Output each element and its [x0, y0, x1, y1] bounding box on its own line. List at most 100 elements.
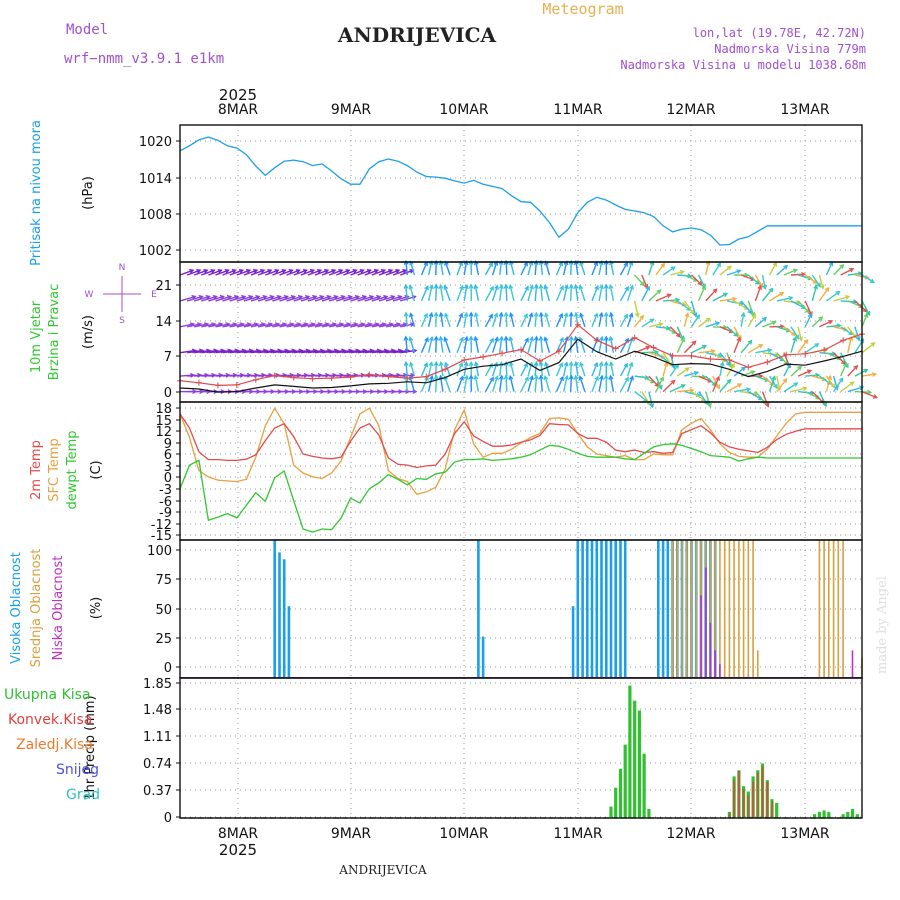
wind-arrow — [833, 352, 846, 365]
wind-arrow — [456, 337, 464, 353]
wind-arrow-head — [670, 266, 676, 271]
wind-arrow-head — [670, 379, 676, 385]
total-precip-bar — [623, 744, 627, 818]
total-precip-bar — [846, 811, 850, 818]
mid-cloud-bar — [837, 540, 840, 678]
wind-arrow-head — [730, 363, 735, 369]
wind-arrow — [544, 337, 551, 353]
wind-arrow-head — [772, 261, 777, 267]
wind-arrow-head — [438, 311, 444, 317]
wind-arrow — [409, 376, 416, 392]
wind-arrow-head — [488, 261, 493, 267]
high-cloud-bar — [600, 540, 603, 678]
wind-arrow — [405, 284, 408, 301]
wind-arrow — [648, 375, 659, 387]
wind-arrow — [520, 363, 528, 377]
wind-arrow-head — [302, 269, 308, 274]
wind-arrow — [456, 362, 463, 377]
wind-arrow — [378, 295, 395, 302]
wind-arrow — [598, 375, 603, 392]
wind-arrow-head — [203, 269, 209, 274]
wind-arrow — [509, 337, 515, 353]
wind-gust-mark — [518, 346, 524, 353]
wind-arrow — [540, 260, 543, 276]
wind-arrow-head — [463, 259, 469, 266]
wind-arrow — [662, 326, 677, 334]
compass-rose: N W E S — [85, 263, 158, 326]
wind-arrow-head — [603, 259, 609, 265]
wind-arrow — [610, 362, 615, 377]
wind-arrow-head — [771, 320, 777, 326]
wind-arrow-head — [594, 284, 599, 290]
wind-arrow — [579, 337, 586, 353]
ytick-p4-3: 0.74 — [143, 757, 172, 772]
wind-arrow — [847, 337, 853, 353]
wind-arrow — [505, 336, 508, 353]
wind-arrow-head — [473, 335, 479, 341]
wind-arrow-head — [438, 360, 444, 367]
wind-arrow — [626, 362, 633, 377]
wind-arrow — [776, 296, 793, 302]
legend-hail: Grad — [66, 787, 100, 803]
wind-arrow — [712, 376, 720, 392]
wind-arrow — [505, 375, 508, 392]
wind-arrow-head — [473, 311, 479, 318]
wind-arrow-head — [217, 269, 223, 274]
wind-arrow — [534, 336, 538, 353]
convective-precip-bar — [728, 814, 731, 818]
wind-arrow — [562, 362, 568, 377]
wind-arrow — [840, 326, 853, 336]
wind-arrow-head — [623, 362, 628, 368]
wind-arrow — [768, 376, 776, 392]
wind-gust-mark — [536, 358, 543, 364]
wind-arrow-head — [509, 311, 514, 318]
wind-arrow — [307, 269, 322, 276]
wind-arrow — [610, 261, 615, 276]
wind-arrow — [591, 261, 598, 276]
wind-arrow — [579, 313, 586, 328]
wind-arrow — [626, 261, 633, 276]
ytick-p3-3: 25 — [155, 632, 172, 647]
wind-arrow — [575, 362, 579, 377]
ytick-p4-1: 1.48 — [143, 703, 172, 718]
wind-arrow-head — [429, 374, 434, 381]
wind-arrow — [420, 362, 428, 377]
wind-arrow-head — [599, 335, 604, 341]
wind-arrow — [626, 376, 634, 392]
mid-cloud-bar — [742, 540, 745, 678]
wind-arrow-head — [792, 336, 797, 342]
ytick-p4-0: 1.85 — [143, 677, 172, 692]
wind-arrow-head — [559, 285, 564, 291]
wind-arrow — [861, 300, 871, 316]
wind-arrow — [790, 387, 807, 393]
wind-arrow — [286, 323, 301, 328]
wind-arrow-head — [807, 313, 813, 319]
wind-arrow-head — [563, 260, 569, 266]
wind-arrow — [474, 336, 480, 353]
wind-arrow-head — [498, 259, 504, 266]
wind-gust-mark — [688, 352, 695, 359]
wind-gust-mark — [840, 337, 847, 344]
wind-arrow-head — [473, 259, 479, 266]
wind-arrow-head — [543, 336, 549, 342]
mid-cloud-bar — [719, 540, 721, 678]
wind-arrow — [669, 326, 681, 338]
wind-arrow — [719, 379, 732, 393]
wind-arrow — [243, 349, 260, 354]
wind-arrow-head — [459, 336, 464, 342]
wind-arrow — [662, 379, 676, 393]
wind-arrow — [619, 377, 629, 392]
wind-arrow — [805, 374, 820, 377]
compass-s: S — [119, 316, 125, 326]
wind-arrow-head — [624, 376, 629, 382]
convective-precip-bar — [737, 771, 740, 818]
wind-arrow-head — [715, 321, 721, 327]
wind-gust-mark — [802, 350, 809, 357]
wind-arrow-head — [603, 283, 609, 289]
wind-arrow-head — [568, 283, 574, 289]
high-cloud-bar — [609, 540, 613, 678]
wind-arrow-head — [676, 332, 681, 338]
total-precip-bar — [841, 814, 845, 818]
wind-arrow-head — [224, 269, 230, 274]
wind-arrow — [719, 352, 731, 366]
